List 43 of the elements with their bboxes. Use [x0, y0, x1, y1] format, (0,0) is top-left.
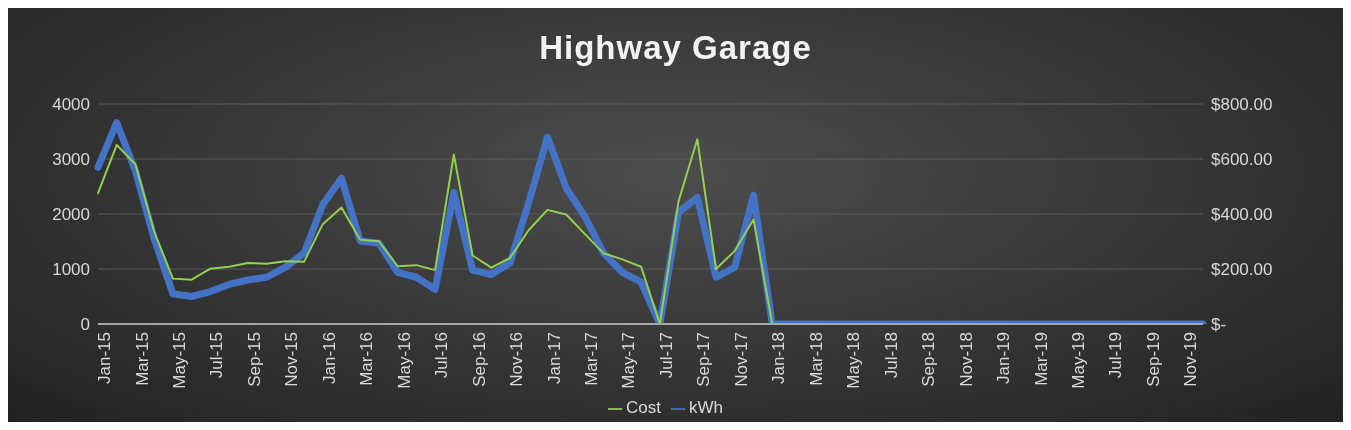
legend-label: kWh: [688, 398, 723, 417]
x-tick-label: Jan-16: [319, 332, 339, 384]
x-tick-label: Sep-18: [919, 332, 939, 387]
x-tick-label: Mar-16: [357, 332, 377, 386]
y2-tick-label: $400.00: [1211, 205, 1273, 225]
y-tick-label: 3000: [52, 150, 90, 170]
x-tick-label: Sep-15: [244, 332, 264, 387]
y-tick-label: 2000: [52, 205, 90, 225]
y2-tick-label: $200.00: [1211, 260, 1273, 280]
x-tick-label: Mar-19: [1031, 332, 1051, 386]
x-tick-label: Jul-16: [432, 332, 452, 379]
legend-label: Cost: [626, 398, 661, 417]
y-tick-label: 0: [80, 315, 90, 335]
x-tick-label: May-15: [169, 332, 189, 389]
x-tick-label: Sep-16: [469, 332, 489, 387]
x-tick-label: Jul-17: [656, 332, 676, 379]
x-tick-label: Mar-17: [582, 332, 602, 386]
x-tick-label: Jan-19: [994, 332, 1014, 384]
y2-tick-label: $800.00: [1211, 95, 1273, 115]
x-tick-label: Nov-19: [1181, 332, 1201, 387]
x-tick-label: Jan-18: [769, 332, 789, 384]
x-tick-label: Sep-17: [694, 332, 714, 387]
y-tick-label: 4000: [52, 95, 90, 115]
x-tick-label: Nov-16: [507, 332, 527, 387]
x-tick-label: May-17: [619, 332, 639, 389]
x-tick-label: Mar-18: [806, 332, 826, 386]
x-tick-label: Nov-17: [731, 332, 751, 387]
x-tick-label: May-19: [1068, 332, 1088, 389]
x-tick-label: May-16: [394, 332, 414, 389]
x-tick-label: May-18: [844, 332, 864, 389]
x-tick-label: Nov-15: [282, 332, 302, 387]
x-tick-label: Jan-17: [544, 332, 564, 384]
x-tick-label: Jul-18: [881, 332, 901, 379]
x-tick-label: Nov-18: [956, 332, 976, 387]
y-tick-label: 1000: [52, 260, 90, 280]
x-tick-label: Jan-15: [95, 332, 115, 384]
x-tick-label: Jul-15: [207, 332, 227, 379]
y2-tick-label: $-: [1211, 315, 1227, 335]
x-tick-label: Mar-15: [132, 332, 152, 386]
chart-title: Highway Garage: [538, 28, 813, 68]
x-tick-label: Sep-19: [1143, 332, 1163, 387]
y2-tick-label: $600.00: [1211, 150, 1273, 170]
x-tick-label: Jul-19: [1106, 332, 1126, 379]
